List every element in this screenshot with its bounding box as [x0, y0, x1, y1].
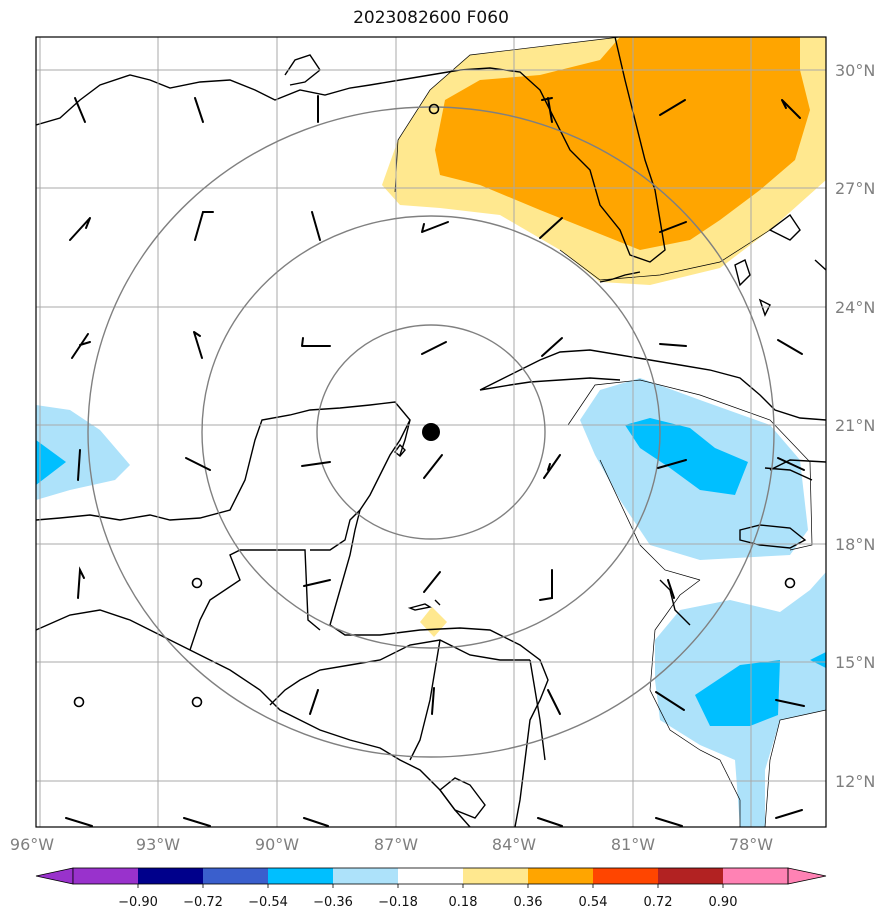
lat-label: 12°N [835, 772, 875, 791]
calm-markers [73, 103, 796, 708]
colorbar-bin [203, 868, 268, 884]
colorbar-low-extend [35, 867, 74, 885]
negative-anomaly-west-dark [36, 440, 66, 485]
cozumel [394, 443, 406, 457]
colorbar-label: −0.72 [183, 895, 223, 910]
bay-islands [407, 599, 441, 611]
lat-label: 30°N [835, 61, 875, 80]
positive-anomaly-dark [435, 37, 810, 250]
colorbar-bin [463, 868, 528, 884]
map-panel [36, 37, 826, 827]
storm-center-marker [422, 423, 440, 441]
lat-tick-labels: 30°N 27°N 24°N 21°N 18°N 15°N 12°N [835, 61, 875, 791]
range-ring-15deg [87, 106, 775, 758]
colorbar-label: 0.54 [579, 895, 608, 910]
colorbar-label: −0.54 [248, 895, 288, 910]
lat-label: 15°N [835, 653, 875, 672]
negative-anomaly-west-light [36, 405, 130, 500]
lon-label: 87°W [374, 835, 418, 854]
colorbar-label: 0.90 [709, 895, 738, 910]
colorbar-label: 0.36 [514, 895, 543, 910]
negative-anomaly-east-edge [810, 652, 826, 668]
bahamas [734, 213, 826, 317]
hispaniola [764, 459, 826, 481]
cuba [479, 349, 826, 421]
range-ring-5deg [316, 324, 546, 540]
negative-anomaly-southeast-dark [695, 660, 780, 726]
lon-label: 93°W [136, 835, 180, 854]
colorbar-bin [658, 868, 723, 884]
lat-label: 21°N [835, 416, 875, 435]
lon-label: 90°W [255, 835, 299, 854]
colorbar-bin [268, 868, 333, 884]
colorbar-bin [723, 868, 788, 884]
colorbar-label: −0.90 [118, 895, 158, 910]
belize-honduras [329, 509, 549, 827]
range-ring-10deg [201, 215, 661, 649]
colorbar-bin [138, 868, 203, 884]
colorbar-bin [398, 868, 463, 884]
mississippi-delta [284, 54, 321, 86]
south-america-coast [659, 579, 691, 626]
colorbar-bin [528, 868, 593, 884]
lon-label: 84°W [492, 835, 536, 854]
colorbar-label: 0.18 [449, 895, 478, 910]
mexico-gulf-coast [36, 401, 411, 551]
lat-label: 24°N [835, 298, 875, 317]
range-rings [87, 106, 775, 758]
map-frame [35, 36, 827, 828]
map-title: 2023082600 F060 [353, 8, 509, 28]
colorbar-bin [593, 868, 658, 884]
lon-label: 96°W [10, 835, 54, 854]
lon-tick-labels: 96°W 93°W 90°W 87°W 84°W 81°W 78°W [10, 835, 773, 854]
nicaragua-border [409, 639, 441, 761]
yucatan-east [399, 419, 411, 456]
wind-barbs [65, 95, 805, 827]
colorbar: −0.90 −0.72 −0.54 −0.36 −0.18 0.18 0.36 … [35, 867, 827, 910]
colorbar-bin [73, 868, 138, 884]
lat-label: 18°N [835, 535, 875, 554]
colorbar-high-extend [787, 867, 827, 885]
lake-nicaragua [439, 777, 486, 819]
colorbar-label: −0.36 [313, 895, 353, 910]
central-america-tail [529, 659, 546, 761]
guatemala-border [189, 549, 321, 651]
anomaly-contours [394, 37, 826, 827]
lon-label: 78°W [729, 835, 773, 854]
colorbar-label: 0.72 [644, 895, 673, 910]
lat-label: 27°N [835, 179, 875, 198]
honduras-border [269, 639, 530, 706]
lon-label: 81°W [611, 835, 655, 854]
colorbar-bin [333, 868, 398, 884]
colorbar-label: −0.18 [378, 895, 418, 910]
negative-anomaly-cuba-dark [625, 418, 748, 495]
pacific-coast [36, 609, 471, 827]
